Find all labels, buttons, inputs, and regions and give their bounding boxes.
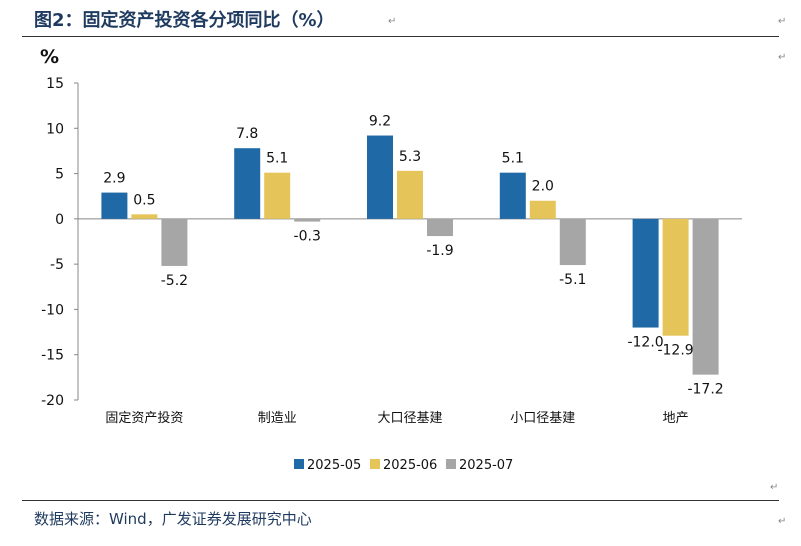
legend-swatch [446,459,456,469]
y-tick-label: 15 [46,76,64,92]
bar [397,170,423,219]
category-label: 固定资产投资 [105,410,183,426]
bar [499,172,526,219]
y-tick-label: -15 [41,348,64,364]
bar [264,172,291,219]
data-label: 7.8 [236,126,258,142]
data-label: -12.9 [657,343,693,359]
bar [427,218,453,237]
data-label: -5.2 [161,273,188,289]
y-axis-unit-label: % [40,46,60,68]
source-note: 数据来源：Wind，广发证券发展研究中心 [34,510,312,528]
paragraph-mark: ↵ [770,482,779,493]
data-label: -17.2 [687,382,723,398]
bar [632,218,659,328]
figure-title: 图2：固定资产投资各分项同比（%） [34,10,335,31]
top-rule [22,36,779,37]
data-label: 9.2 [369,114,391,130]
category-label: 大口径基建 [377,411,442,426]
bottom-rule [22,500,779,501]
legend-label: 2025-07 [459,458,513,473]
data-label: -12.0 [627,335,663,351]
data-label: 0.5 [133,192,155,208]
legend-swatch [370,459,380,469]
category-label: 制造业 [258,411,297,426]
paragraph-mark: ↵ [778,52,787,63]
paragraph-mark: ↵ [778,516,787,527]
y-tick-label: 10 [46,121,64,137]
data-label: 2.0 [532,179,554,195]
legend-label: 2025-05 [307,458,361,473]
y-tick-label: 5 [55,167,64,183]
y-tick-label: -20 [41,393,64,409]
bar [692,218,719,375]
data-label: 5.1 [502,151,524,167]
legend-label: 2025-06 [383,458,437,473]
bar [161,218,188,266]
data-label: 2.9 [103,171,125,187]
data-label: 5.3 [399,149,421,165]
data-label: -1.9 [426,243,453,259]
bar [529,200,556,219]
y-tick-label: -5 [50,257,64,273]
bar [101,192,128,219]
data-label: -5.1 [559,272,586,288]
data-label: -0.3 [294,229,321,245]
bar [131,214,158,219]
bar [367,135,393,219]
category-label: 地产 [663,411,689,426]
y-tick-label: -10 [41,302,64,318]
data-label: 5.1 [266,151,288,167]
paragraph-mark: ↵ [388,16,397,27]
y-tick-label: 0 [55,212,64,228]
bar [662,218,689,336]
paragraph-mark: ↵ [778,16,787,27]
category-label: 小口径基建 [510,411,575,426]
legend-swatch [294,459,304,469]
bar [234,148,261,219]
bar [294,218,321,222]
bar [559,218,586,266]
